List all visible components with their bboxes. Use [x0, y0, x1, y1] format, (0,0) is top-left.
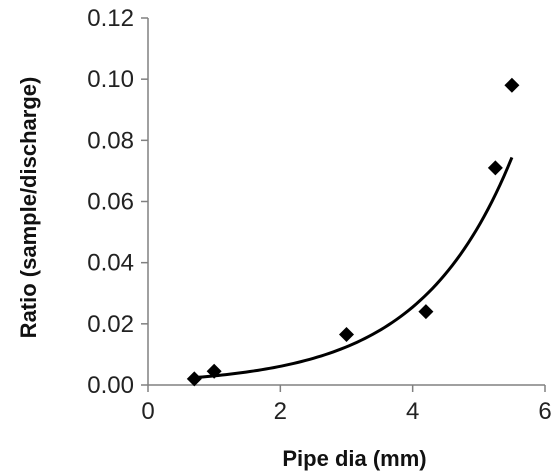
- y-tick-label: 0.06: [87, 189, 134, 216]
- trendline: [194, 156, 514, 380]
- trendline-layer: [194, 156, 514, 380]
- y-tick-label: 0.12: [87, 5, 134, 32]
- data-point: [206, 363, 222, 379]
- y-tick-label: 0.02: [87, 311, 134, 338]
- y-tick-label: 0.04: [87, 250, 134, 277]
- y-axis-title: Ratio (sample/discharge): [16, 77, 41, 339]
- x-axis-title: Pipe dia (mm): [282, 446, 426, 471]
- x-tick-label: 6: [538, 398, 551, 425]
- x-tick-label: 2: [274, 398, 287, 425]
- y-tick-label: 0.00: [87, 372, 134, 399]
- data-point: [339, 327, 354, 343]
- points-layer: [186, 77, 520, 387]
- data-point: [504, 77, 520, 93]
- y-tick-label: 0.08: [87, 127, 134, 154]
- data-point: [487, 160, 503, 176]
- data-point: [186, 371, 202, 387]
- x-tick-label: 0: [141, 398, 154, 425]
- y-tick-label: 0.10: [87, 66, 134, 93]
- x-tick-label: 4: [406, 398, 419, 425]
- data-point: [418, 304, 434, 320]
- ticks: 0.00 0.02 0.04 0.06 0.08 0.10 0.12 0 2 4 6: [87, 5, 551, 425]
